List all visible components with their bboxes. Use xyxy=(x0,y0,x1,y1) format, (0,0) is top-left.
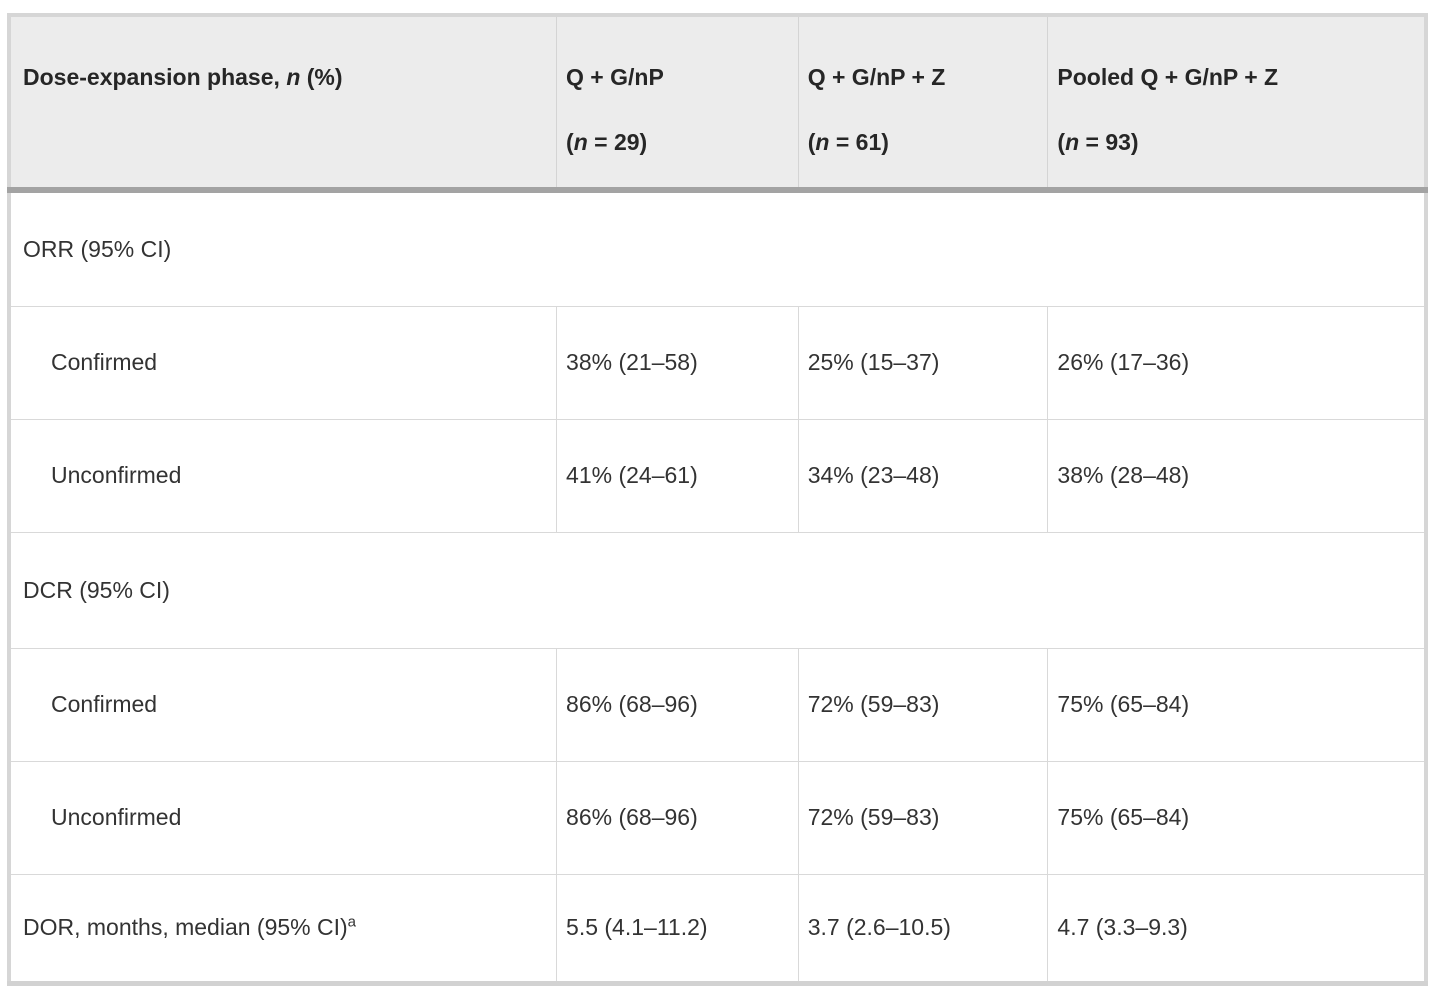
column-title: Pooled Q + G/nP + Z xyxy=(1057,64,1279,90)
value-cell: 38% (21–58) xyxy=(556,305,799,419)
column-sample-size: (n = 29) xyxy=(566,129,648,155)
data-row-orr-unconfirmed: Unconfirmed 41% (24–61) 34% (23–48) 38% … xyxy=(9,418,1426,532)
value-cell: 26% (17–36) xyxy=(1047,305,1426,419)
section-row-dcr: DCR (95% CI) xyxy=(9,531,1426,648)
value-cell: 41% (24–61) xyxy=(556,418,799,532)
column-header-q-gnp-z: Q + G/nP + Z (n = 61) xyxy=(797,15,1048,193)
row-label: Unconfirmed xyxy=(9,418,557,532)
value-cell: 86% (68–96) xyxy=(556,760,799,874)
column-sample-size: (n = 93) xyxy=(1057,129,1139,155)
value-cell: 38% (28–48) xyxy=(1047,418,1426,532)
header-metric-label: Dose-expansion phase, xyxy=(23,64,287,90)
data-row-dcr-unconfirmed: Unconfirmed 86% (68–96) 72% (59–83) 75% … xyxy=(9,760,1426,874)
footnote-marker-a: a xyxy=(347,913,357,931)
data-row-dor: DOR, months, median (95% CI)a 5.5 (4.1–1… xyxy=(9,873,1426,983)
results-table: Dose-expansion phase, n (%) Q + G/nP (n … xyxy=(7,13,1428,986)
header-metric-n-italic: n xyxy=(286,64,301,90)
value-cell: 72% (59–83) xyxy=(797,760,1048,874)
value-cell: 75% (65–84) xyxy=(1047,647,1426,761)
row-label: Confirmed xyxy=(9,647,557,761)
value-cell: 3.7 (2.6–10.5) xyxy=(797,873,1048,983)
value-cell: 86% (68–96) xyxy=(556,647,799,761)
value-cell: 72% (59–83) xyxy=(797,647,1048,761)
data-row-orr-confirmed: Confirmed 38% (21–58) 25% (15–37) 26% (1… xyxy=(9,305,1426,419)
column-title: Q + G/nP + Z xyxy=(807,64,946,90)
value-cell: 5.5 (4.1–11.2) xyxy=(556,873,799,983)
data-row-dcr-confirmed: Confirmed 86% (68–96) 72% (59–83) 75% (6… xyxy=(9,647,1426,761)
section-row-orr: ORR (95% CI) xyxy=(9,189,1426,306)
section-label: ORR (95% CI) xyxy=(9,189,1426,306)
value-cell: 25% (15–37) xyxy=(797,305,1048,419)
section-label: DCR (95% CI) xyxy=(9,531,1426,648)
row-label: Confirmed xyxy=(9,305,557,419)
column-header-q-gnp: Q + G/nP (n = 29) xyxy=(556,15,799,193)
value-cell: 4.7 (3.3–9.3) xyxy=(1047,873,1426,983)
header-row: Dose-expansion phase, n (%) Q + G/nP (n … xyxy=(9,15,1426,193)
value-cell: 75% (65–84) xyxy=(1047,760,1426,874)
value-cell: 34% (23–48) xyxy=(797,418,1048,532)
row-label: DOR, months, median (95% CI)a xyxy=(9,873,557,983)
column-title: Q + G/nP xyxy=(566,64,664,90)
row-label: Unconfirmed xyxy=(9,760,557,874)
column-header-pooled: Pooled Q + G/nP + Z (n = 93) xyxy=(1047,15,1426,193)
column-sample-size: (n = 61) xyxy=(807,129,889,155)
header-metric-label-suffix: (%) xyxy=(300,64,343,90)
column-header-metric: Dose-expansion phase, n (%) xyxy=(9,15,557,193)
